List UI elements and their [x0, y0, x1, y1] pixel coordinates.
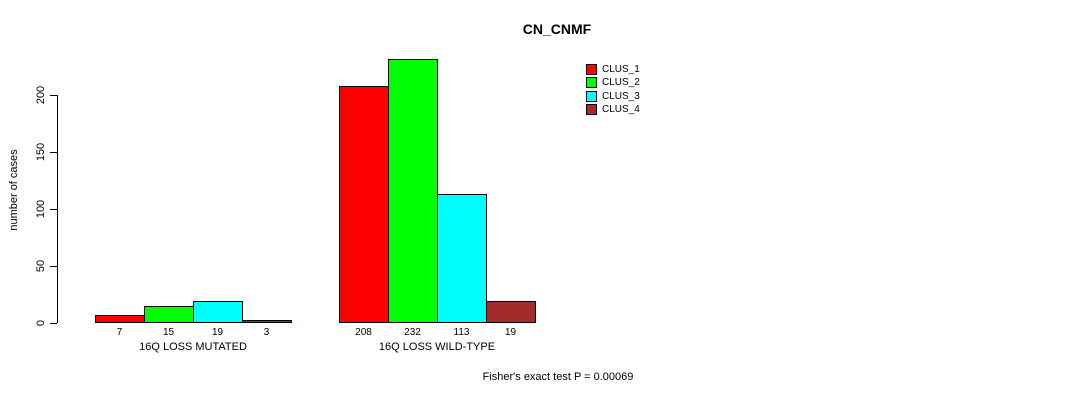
y-tick-label: 150 — [35, 142, 47, 162]
bar-clus_1-1 — [339, 86, 389, 323]
chart-title: CN_CNMF — [522, 21, 592, 37]
legend-item-clus_3: CLUS_3 — [586, 90, 640, 102]
legend-label: CLUS_3 — [602, 90, 640, 102]
legend-swatch-icon — [586, 77, 597, 88]
y-tick-mark — [50, 95, 57, 96]
legend-label: CLUS_4 — [602, 104, 640, 115]
bar-clus_3-0 — [193, 301, 243, 323]
y-tick-label: 50 — [35, 259, 47, 273]
legend: CLUS_1 CLUS_2 CLUS_3 CLUS_4 — [586, 63, 640, 117]
group-label-wildtype: 16Q LOSS WILD-TYPE — [378, 341, 496, 353]
y-axis-line — [57, 95, 58, 323]
y-tick-label: 0 — [35, 319, 47, 327]
legend-item-clus_4: CLUS_4 — [586, 104, 640, 116]
y-axis-label: number of cases — [8, 149, 20, 231]
fisher-test-annotation: Fisher's exact test P = 0.00069 — [482, 371, 634, 383]
bar-value-label: 7 — [116, 327, 123, 338]
y-tick-mark — [50, 152, 57, 153]
legend-item-clus_1: CLUS_1 — [586, 63, 640, 75]
y-tick-mark — [50, 209, 57, 210]
legend-item-clus_2: CLUS_2 — [586, 77, 640, 89]
bar-value-label: 113 — [453, 327, 470, 338]
y-tick-label: 100 — [35, 199, 47, 219]
bar-value-label: 208 — [355, 327, 372, 338]
bar-clus_2-0 — [144, 306, 194, 323]
bar-clus_4-1 — [486, 301, 536, 323]
legend-swatch-icon — [586, 104, 597, 115]
bar-clus_1-0 — [95, 315, 145, 323]
bar-clus_2-1 — [388, 59, 438, 323]
bar-value-label: 3 — [263, 327, 270, 338]
bar-value-label: 19 — [211, 327, 224, 338]
bar-value-label: 232 — [404, 327, 421, 338]
bar-value-label: 15 — [162, 327, 175, 338]
bar-value-label: 19 — [504, 327, 517, 338]
legend-label: CLUS_2 — [602, 77, 640, 88]
legend-swatch-icon — [586, 90, 597, 102]
group-label-mutated: 16Q LOSS MUTATED — [139, 341, 247, 353]
bar-clus_4-0 — [242, 320, 292, 323]
bar-clus_3-1 — [437, 194, 487, 323]
legend-label: CLUS_1 — [602, 63, 640, 75]
y-tick-label: 200 — [35, 85, 47, 105]
y-tick-mark — [50, 323, 57, 324]
legend-swatch-icon — [586, 63, 597, 75]
y-tick-mark — [50, 266, 57, 267]
